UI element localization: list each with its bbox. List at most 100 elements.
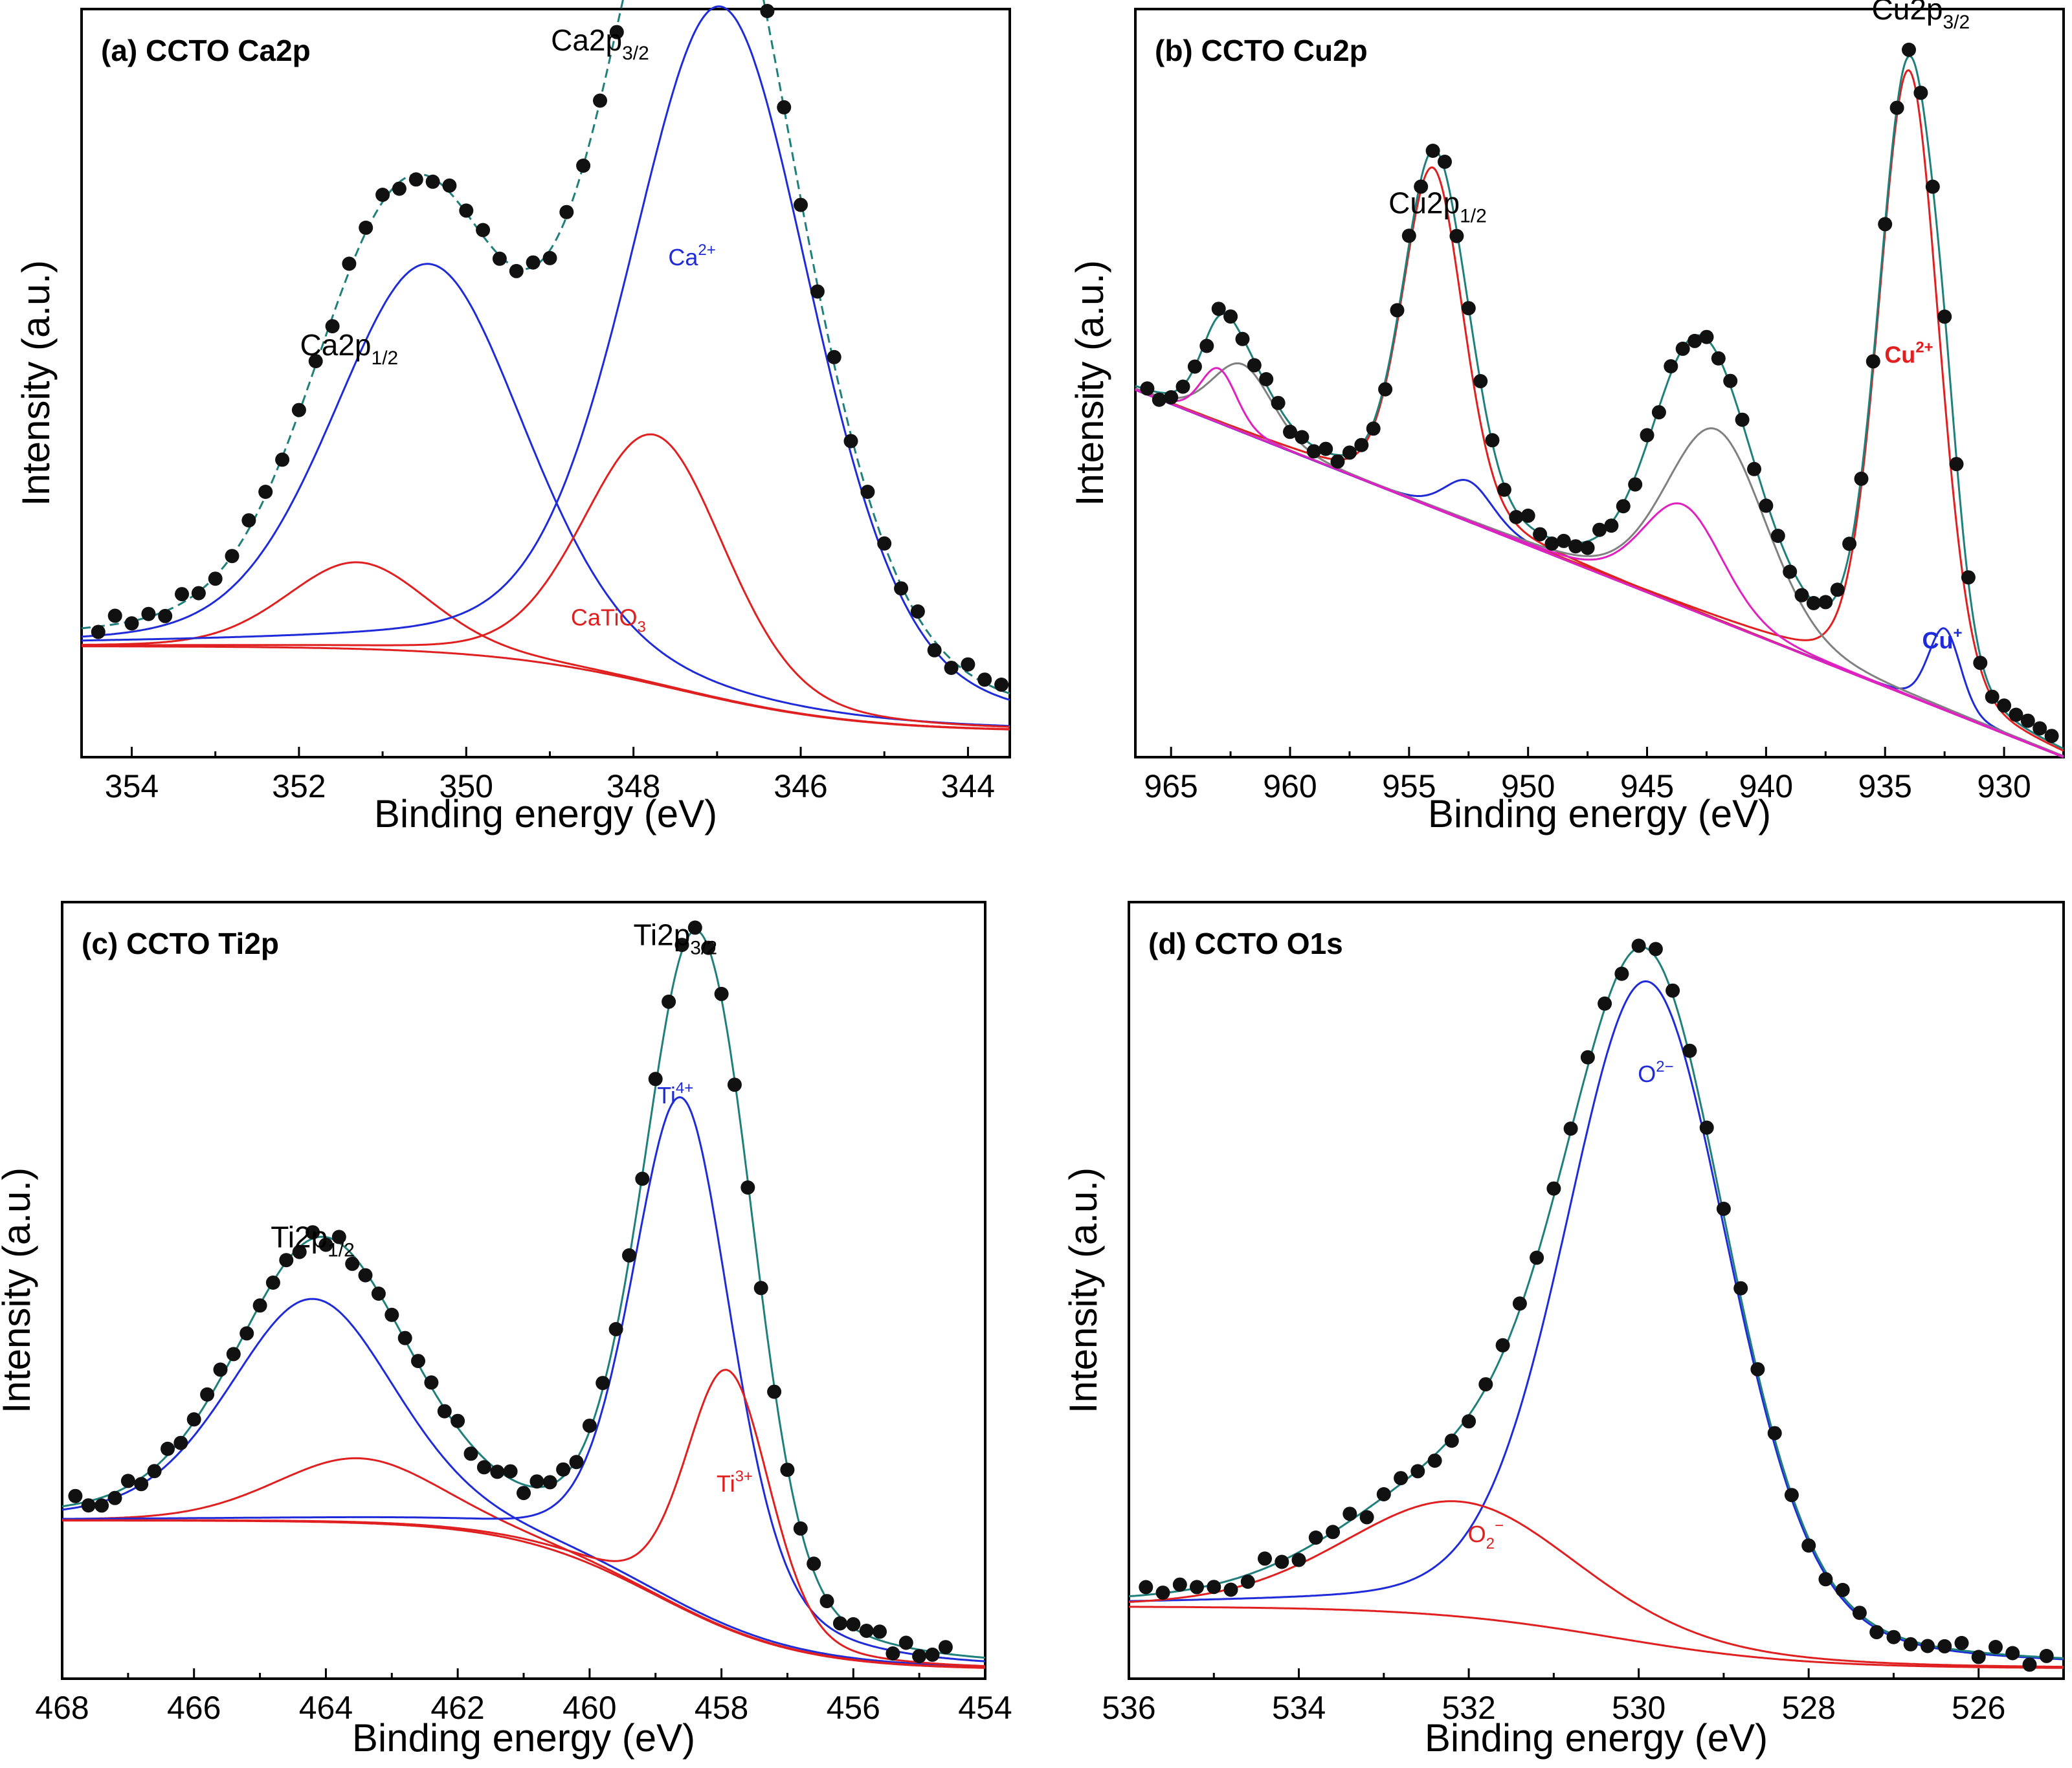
data-point	[1247, 358, 1262, 373]
data-point	[2039, 1648, 2054, 1663]
data-point	[134, 1477, 149, 1492]
data-point	[1478, 1377, 1493, 1392]
data-point	[1521, 508, 1535, 523]
data-point	[1784, 1488, 1799, 1503]
data-point	[873, 1624, 887, 1639]
plot-layer: 536 534 532 530 528 526 O2− O2−	[1102, 938, 2064, 1726]
data-point	[325, 319, 340, 334]
data-point	[898, 1635, 913, 1650]
data-point	[886, 1646, 900, 1661]
data-point	[1473, 374, 1488, 388]
component-label: O2−	[1468, 1517, 1504, 1553]
data-point	[186, 1412, 201, 1427]
component-curve	[82, 433, 1010, 728]
data-point	[173, 1435, 188, 1450]
data-point	[1783, 564, 1798, 579]
data-point	[1390, 303, 1405, 318]
data-point	[384, 1307, 399, 1322]
data-point	[1401, 228, 1416, 243]
data-point	[1902, 42, 1916, 57]
data-point	[1878, 217, 1893, 232]
data-point	[1427, 1453, 1442, 1468]
data-point	[1699, 1120, 1714, 1135]
data-point	[912, 1649, 927, 1664]
data-point	[476, 1460, 491, 1475]
data-point	[1394, 1471, 1409, 1486]
data-point	[308, 354, 323, 369]
data-point	[1295, 430, 1309, 445]
data-point	[608, 1321, 623, 1336]
data-point	[1971, 1650, 1986, 1664]
data-point	[1801, 1538, 1816, 1553]
data-point	[1580, 1050, 1595, 1065]
y-axis-label: Intensity (a.u.)	[1068, 260, 1111, 506]
data-point	[1640, 428, 1654, 443]
x-tick-label: 965	[1144, 768, 1198, 804]
data-point	[1425, 144, 1440, 158]
data-point	[569, 1455, 584, 1470]
chart-panel-c: (c) CCTO Ti2p Binding energy (eV) Intens…	[0, 901, 1012, 1760]
data-point	[1949, 457, 1964, 472]
data-point	[1759, 498, 1774, 513]
y-axis-label: Intensity (a.u.)	[1062, 1167, 1105, 1413]
x-tick-label: 346	[774, 768, 827, 804]
panel-title: (a) CCTO Ca2p	[101, 34, 311, 67]
data-point	[358, 1268, 373, 1283]
data-point	[542, 250, 557, 265]
component-curve	[61, 1298, 985, 1668]
data-point	[827, 349, 841, 364]
data-point	[1699, 329, 1714, 344]
data-point	[1509, 510, 1524, 524]
data-point	[1152, 392, 1166, 407]
data-point	[846, 1617, 861, 1631]
data-point	[961, 657, 975, 672]
x-tick-label: 350	[440, 768, 493, 804]
data-point	[1628, 477, 1643, 492]
component-curve	[82, 561, 1010, 731]
data-point	[1604, 518, 1619, 533]
data-point	[938, 1640, 953, 1655]
data-point	[463, 1446, 478, 1461]
data-point	[1376, 1487, 1391, 1501]
data-point	[1306, 444, 1321, 459]
data-point	[760, 4, 775, 18]
chart-panel-b: (b) CCTO Cu2p Binding energy (eV) Intens…	[1068, 0, 2065, 835]
component-label: Ca2+	[668, 241, 715, 271]
data-point	[687, 920, 702, 935]
data-point	[161, 1441, 175, 1456]
data-point	[1854, 471, 1869, 486]
data-point	[1631, 938, 1646, 953]
component-curve	[82, 5, 1010, 702]
peak-label: Ca2p1/2	[300, 328, 399, 369]
data-point	[810, 284, 825, 299]
component-curve	[62, 1457, 985, 1669]
envelope-curve	[61, 929, 986, 1659]
data-point	[1546, 1181, 1561, 1196]
component-label: Ti3+	[717, 1468, 753, 1497]
data-point	[1767, 1426, 1782, 1441]
data-point	[375, 188, 390, 202]
panel-title: (d) CCTO O1s	[1148, 927, 1343, 960]
data-point	[1438, 155, 1452, 169]
data-point	[1271, 395, 1286, 410]
data-point	[1326, 1525, 1341, 1540]
component-label: Cu+	[1922, 624, 1962, 654]
x-tick-label: 930	[1977, 768, 2031, 804]
data-point	[714, 986, 729, 1001]
data-point	[1913, 85, 1928, 100]
data-point	[596, 1376, 610, 1391]
data-point	[279, 1253, 294, 1268]
data-point	[476, 223, 491, 238]
data-point	[292, 1244, 307, 1259]
envelope-curve	[81, 0, 1010, 695]
data-point	[1291, 1553, 1306, 1567]
data-point	[1330, 454, 1345, 469]
data-point	[1988, 1640, 2003, 1654]
x-axis-label: Binding energy (eV)	[1425, 1716, 1768, 1760]
data-point	[1651, 405, 1666, 420]
component-curve	[81, 263, 1010, 727]
data-point	[1414, 179, 1429, 194]
data-point	[1954, 1635, 1969, 1650]
data-point	[927, 643, 942, 657]
